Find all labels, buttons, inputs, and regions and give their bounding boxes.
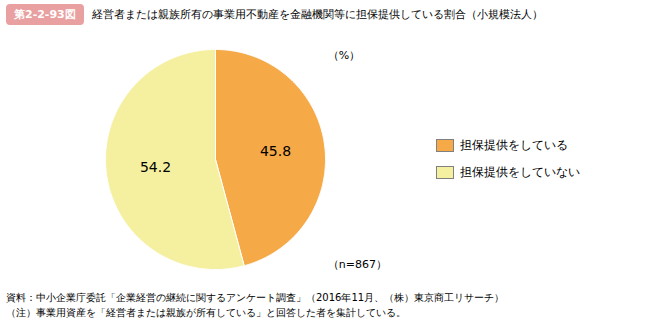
html-text:（注）事業用資産を「経営者または親族が所有している」と回答し: （注）事業用資産を「経営者または親族が所有している」と回答した者を集計している。 <box>6 307 406 318</box>
svg-text:（%）: （%） <box>328 49 360 62</box>
html-text:第2-2-93図: 第2-2-93図 <box>14 7 76 21</box>
html-text:資料：中小企業庁委託「企業経営の継続に関するアンケート調査」: 資料：中小企業庁委託「企業経営の継続に関するアンケート調査」（2016年11月、… <box>6 292 505 303</box>
svg-text:45.8: 45.8 <box>260 143 291 159</box>
html-text:担保提供をしていない: 担保提供をしていない <box>460 165 580 179</box>
html-text:経営者または親族所有の事業用不動産を金融機関等に担保提供して: 経営者または親族所有の事業用不動産を金融機関等に担保提供している割合（小規模法人… <box>91 7 543 21</box>
svg-text:（n=867）: （n=867） <box>328 258 387 271</box>
svg-text:54.2: 54.2 <box>140 159 171 175</box>
html-text:担保提供をしている: 担保提供をしている <box>460 138 568 152</box>
